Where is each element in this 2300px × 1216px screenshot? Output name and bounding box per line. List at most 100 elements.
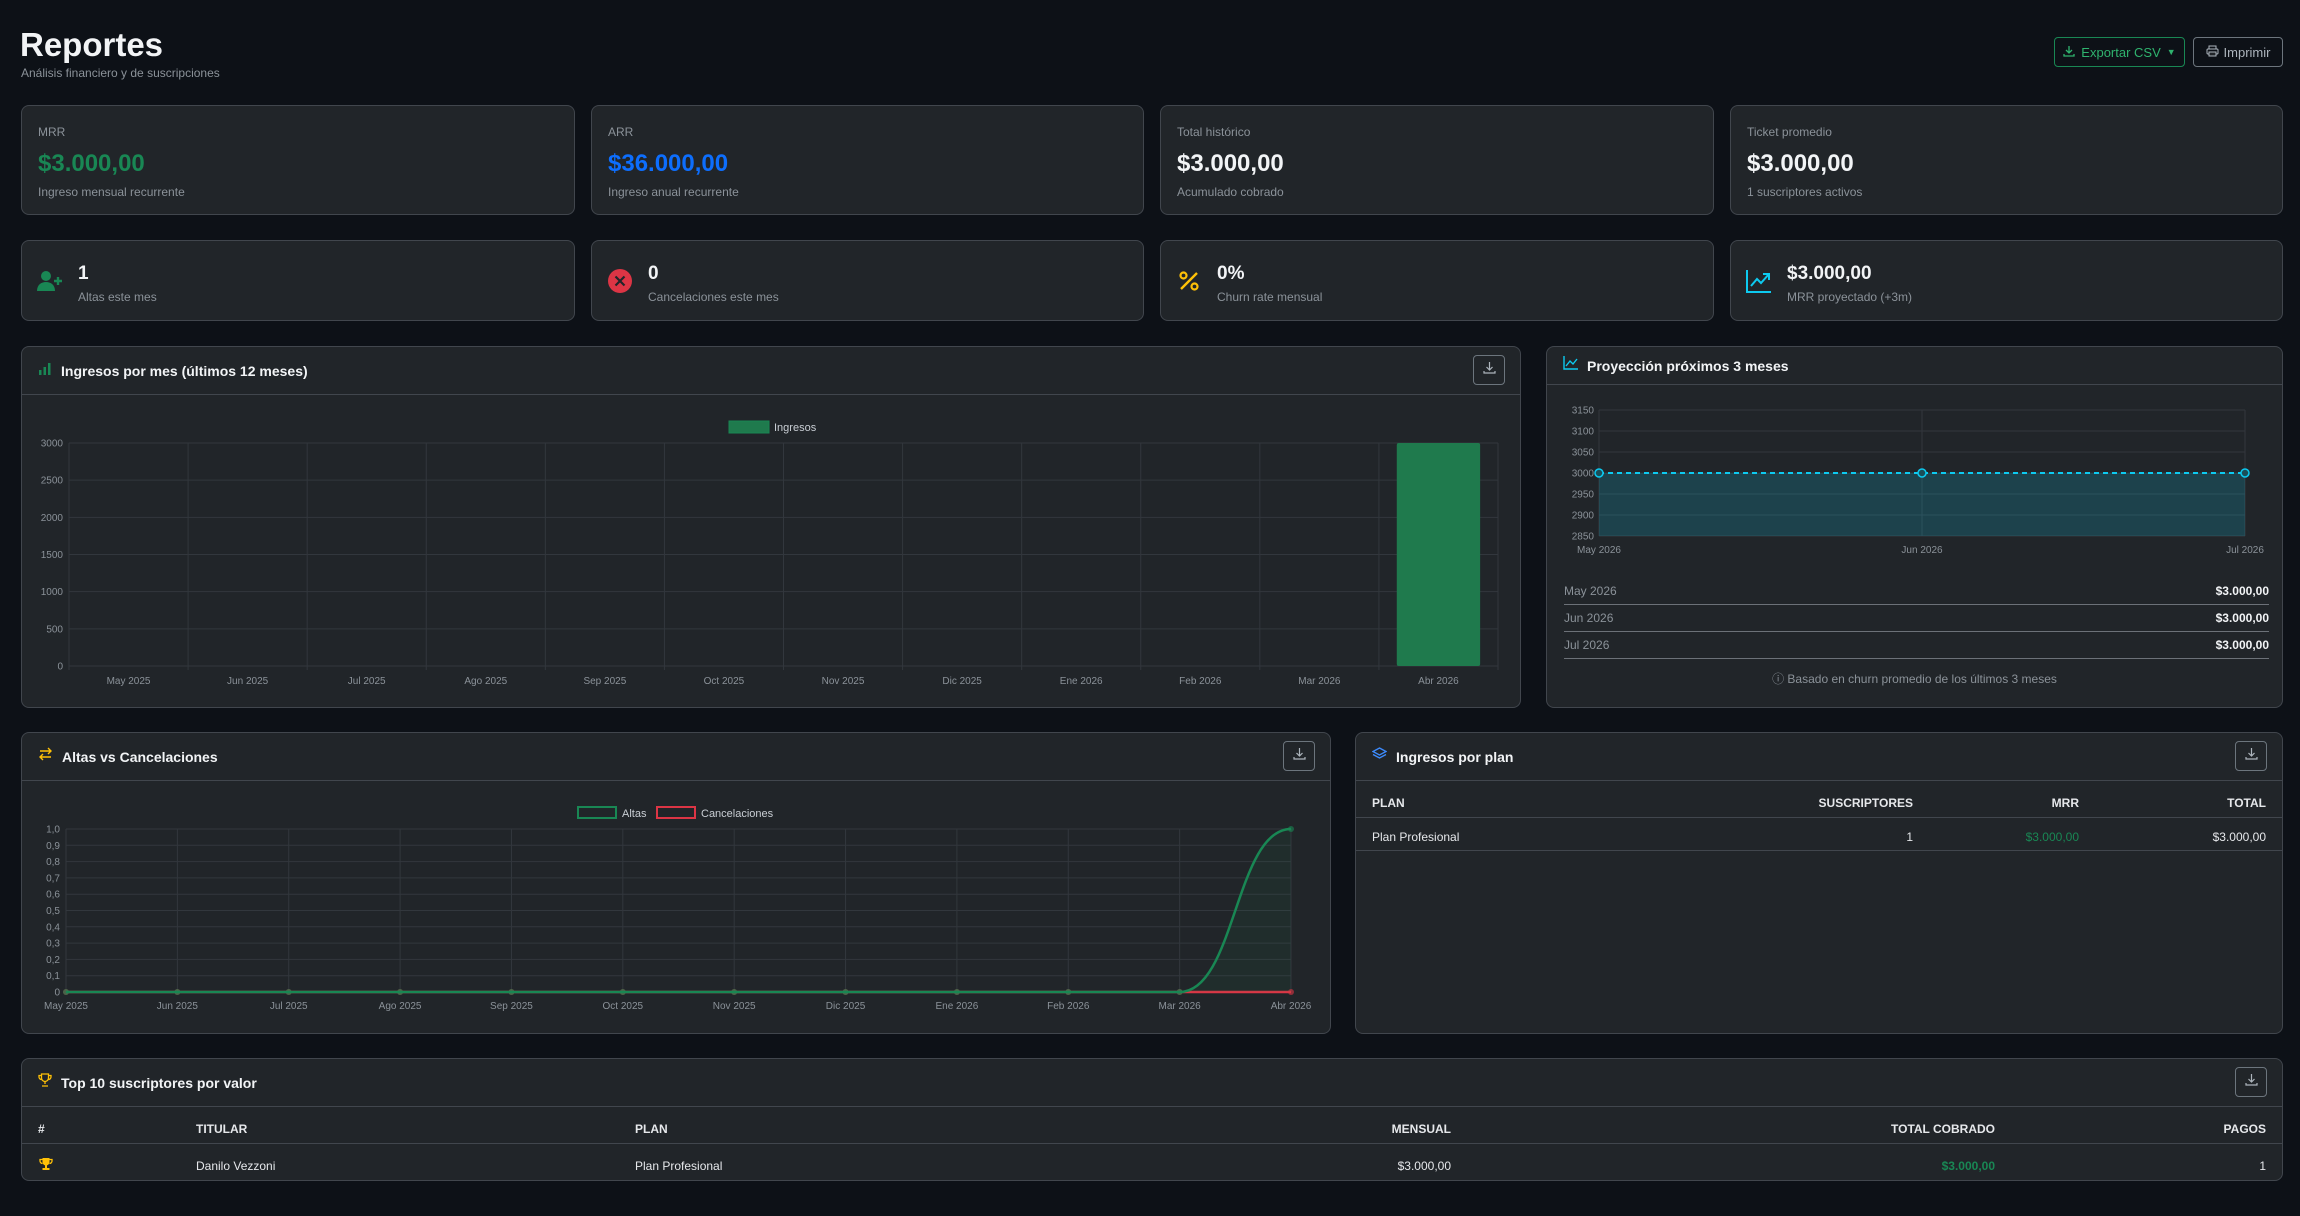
y-tick-label: 3100 bbox=[1572, 427, 1595, 438]
panel-title: Ingresos por mes (últimos 12 meses) bbox=[61, 362, 308, 379]
y-tick-label: 1,0 bbox=[46, 825, 60, 836]
metric-value: 0 bbox=[648, 263, 659, 284]
projection-panel: Proyección próximos 3 meses 2850 2900 2950… bbox=[1546, 346, 2283, 708]
subscriber-monthly: $3.000,00 bbox=[1397, 1159, 1451, 1173]
x-tick-label: Jun 2026 bbox=[1901, 545, 1943, 556]
x-tick-label: Sep 2025 bbox=[583, 676, 626, 687]
download-chart-button[interactable] bbox=[1473, 355, 1505, 385]
x-tick-label: Mar 2026 bbox=[1298, 676, 1341, 687]
point-cancelaciones bbox=[1288, 989, 1294, 995]
metric-card-mrr-proyectado: $3.000,00 MRR proyectado (+3m) bbox=[1730, 240, 2283, 321]
ingresos-por-plan-panel: Ingresos por plan PLAN SUSCRIPTORES MRR … bbox=[1355, 732, 2283, 1034]
projection-area-fill bbox=[1599, 473, 2245, 536]
download-chart-button[interactable] bbox=[1283, 741, 1315, 771]
projection-row: Jul 2026 $3.000,00 bbox=[1564, 632, 2269, 659]
projection-row: Jun 2026 $3.000,00 bbox=[1564, 605, 2269, 632]
point-altas bbox=[63, 989, 69, 995]
x-tick-label: Feb 2026 bbox=[1047, 1001, 1090, 1012]
point-altas bbox=[397, 989, 404, 995]
column-header: TOTAL COBRADO bbox=[1891, 1122, 1995, 1136]
column-header: SUSCRIPTORES bbox=[1818, 796, 1913, 810]
trending-up-icon bbox=[1746, 268, 1772, 294]
kpi-card-mrr: MRR $3.000,00 Ingreso mensual recurrente bbox=[21, 105, 575, 215]
x-tick-label: Ene 2026 bbox=[1060, 676, 1103, 687]
x-tick-label: Jul 2025 bbox=[270, 1001, 308, 1012]
metric-card-churn: 0% Churn rate mensual bbox=[1160, 240, 1714, 321]
download-icon bbox=[1482, 361, 1496, 379]
panel-title: Ingresos por plan bbox=[1396, 748, 1514, 765]
kpi-card-total-historico: Total histórico $3.000,00 Acumulado cobr… bbox=[1160, 105, 1714, 215]
x-tick-label: Nov 2025 bbox=[713, 1001, 756, 1012]
legend-label-ingresos: Ingresos bbox=[774, 422, 817, 434]
x-tick-label: Jul 2026 bbox=[2226, 545, 2264, 556]
bar-ingresos bbox=[1396, 443, 1481, 666]
projection-value: $3.000,00 bbox=[2215, 584, 2269, 598]
x-tick-label: Jun 2025 bbox=[157, 1001, 199, 1012]
projection-row: May 2026 $3.000,00 bbox=[1564, 578, 2269, 605]
projection-note: ⓘ Basado en churn promedio de los último… bbox=[1772, 672, 2057, 686]
line-chart-icon bbox=[1563, 356, 1578, 375]
plan-name: Plan Profesional bbox=[1372, 830, 1460, 844]
x-tick-label: May 2025 bbox=[107, 676, 151, 687]
y-tick-label: 3150 bbox=[1572, 406, 1595, 417]
top-subscribers-panel: Top 10 suscriptores por valor # TITULAR … bbox=[21, 1058, 2283, 1181]
y-tick-label: 2850 bbox=[1572, 532, 1595, 543]
plan-mrr: $3.000,00 bbox=[2025, 830, 2079, 844]
projection-month: Jun 2026 bbox=[1564, 611, 1614, 625]
print-button[interactable]: Imprimir bbox=[2193, 37, 2283, 67]
metric-value: $3.000,00 bbox=[1787, 263, 1872, 284]
metric-value: 1 bbox=[78, 263, 89, 284]
trophy-icon bbox=[38, 1073, 52, 1092]
panel-title: Proyección próximos 3 meses bbox=[1587, 357, 1789, 374]
revenue-by-month-panel: Ingresos por mes (últimos 12 meses) Ingr… bbox=[21, 346, 1521, 708]
x-tick-label: Jun 2025 bbox=[227, 676, 269, 687]
print-label: Imprimir bbox=[2223, 44, 2271, 60]
column-header: PLAN bbox=[635, 1122, 668, 1136]
point-altas bbox=[1288, 826, 1294, 832]
x-tick-label: Jul 2025 bbox=[348, 676, 386, 687]
kpi-value: $3.000,00 bbox=[38, 150, 145, 177]
projection-point bbox=[2240, 468, 2250, 478]
column-header: PAGOS bbox=[2223, 1122, 2266, 1136]
y-tick-label: 0,9 bbox=[46, 841, 60, 852]
x-tick-label: Dic 2025 bbox=[942, 676, 982, 687]
revenue-bar-chart: Ingresos 0 500 1000 1500 2000 2500 3000 May 2025… bbox=[41, 420, 1499, 687]
point-altas bbox=[508, 989, 515, 995]
kpi-value: $3.000,00 bbox=[1177, 150, 1284, 177]
point-altas bbox=[1176, 989, 1183, 995]
kpi-value: $3.000,00 bbox=[1747, 150, 1854, 177]
kpi-desc: Ingreso mensual recurrente bbox=[38, 185, 185, 199]
download-icon bbox=[2244, 1073, 2258, 1091]
subscriber-total: $3.000,00 bbox=[1941, 1159, 1995, 1173]
x-tick-label: Oct 2025 bbox=[704, 676, 745, 687]
projection-area-chart: 2850 2900 2950 3000 3050 3100 3150 May 2026 Jun … bbox=[1572, 406, 2265, 557]
metric-desc: Churn rate mensual bbox=[1217, 290, 1323, 304]
projection-value: $3.000,00 bbox=[2215, 638, 2269, 652]
kpi-desc: 1 suscriptores activos bbox=[1747, 185, 1863, 199]
kpi-label: Ticket promedio bbox=[1747, 125, 1832, 139]
page-title: Reportes bbox=[20, 26, 164, 63]
legend-label-altas: Altas bbox=[622, 808, 647, 820]
point-altas bbox=[731, 989, 738, 995]
user-plus-icon bbox=[37, 268, 63, 294]
x-circle-icon bbox=[607, 268, 633, 294]
layers-icon bbox=[1371, 747, 1388, 766]
download-icon bbox=[2244, 747, 2258, 765]
x-tick-label: Sep 2025 bbox=[490, 1001, 533, 1012]
kpi-label: ARR bbox=[608, 125, 634, 139]
x-tick-label: Mar 2026 bbox=[1159, 1001, 1202, 1012]
column-header: MENSUAL bbox=[1391, 1122, 1451, 1136]
export-csv-button[interactable]: Exportar CSV ▼ bbox=[2054, 37, 2185, 67]
download-table-button[interactable] bbox=[2235, 1067, 2267, 1097]
column-header: # bbox=[38, 1122, 45, 1136]
altas-line-chart: Altas Cancelaciones 0 0,1 0,2 0,3 0,4 0,5 0,6 0,7… bbox=[44, 806, 1312, 1012]
projection-point bbox=[1917, 468, 1927, 478]
plan-subscribers: 1 bbox=[1906, 830, 1913, 844]
panel-title: Top 10 suscriptores por valor bbox=[61, 1074, 257, 1091]
projection-point bbox=[1594, 468, 1604, 478]
export-csv-label: Exportar CSV bbox=[2081, 44, 2161, 60]
page-subtitle: Análisis financiero y de suscripciones bbox=[21, 66, 220, 80]
download-table-button[interactable] bbox=[2235, 741, 2267, 771]
point-altas bbox=[174, 989, 181, 995]
y-tick-label: 0,2 bbox=[46, 955, 60, 966]
